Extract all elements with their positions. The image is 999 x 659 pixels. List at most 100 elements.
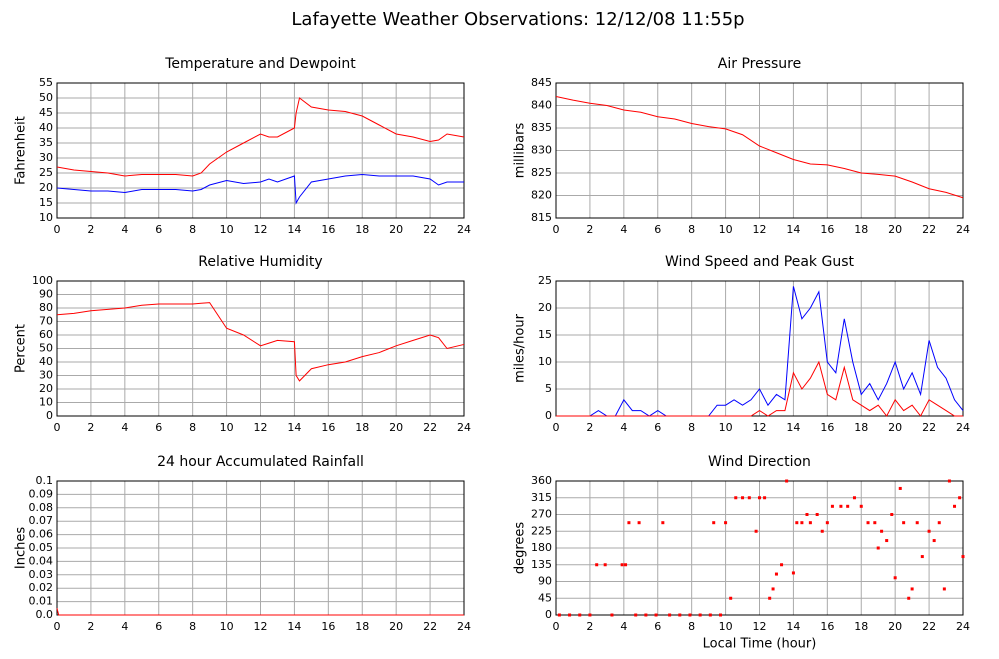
- data-point: [947, 479, 951, 483]
- data-point: [747, 496, 751, 500]
- x-tick-label: 24: [956, 620, 970, 633]
- data-point: [708, 613, 712, 617]
- data-point: [825, 521, 829, 525]
- data-point: [942, 587, 946, 591]
- y-tick-label: 20: [39, 181, 53, 194]
- data-point: [839, 504, 843, 508]
- x-tick-label: 22: [922, 421, 936, 434]
- y-tick-label: 0: [46, 409, 53, 422]
- y-tick-label: 20: [538, 301, 552, 314]
- x-tick-label: 22: [423, 620, 437, 633]
- data-line: [556, 286, 964, 417]
- y-tick-label: 50: [39, 91, 53, 104]
- x-tick-label: 16: [820, 421, 834, 434]
- x-tick-label: 12: [753, 421, 767, 434]
- y-tick-label: 820: [531, 189, 552, 202]
- data-point: [890, 513, 894, 516]
- x-tick-label: 18: [854, 223, 868, 236]
- page-title: Lafayette Weather Observations: 12/12/08…: [291, 9, 744, 30]
- x-tick-label: 6: [155, 223, 162, 236]
- x-tick-label: 6: [654, 421, 661, 434]
- x-tick-label: 12: [254, 620, 268, 633]
- x-tick-label: 8: [688, 421, 695, 434]
- x-tick-label: 22: [922, 620, 936, 633]
- x-tick-label: 10: [719, 620, 733, 633]
- x-tick-label: 0: [553, 223, 560, 236]
- chart-title: Air Pressure: [718, 56, 801, 72]
- data-point: [729, 596, 733, 600]
- data-point: [932, 539, 936, 543]
- data-point: [718, 613, 722, 617]
- data-point: [961, 555, 965, 559]
- y-tick-label: 70: [39, 315, 53, 328]
- x-tick-label: 20: [888, 421, 902, 434]
- y-tick-label: 100: [32, 274, 53, 287]
- x-tick-label: 24: [457, 421, 471, 434]
- x-tick-label: 18: [355, 223, 369, 236]
- y-tick-label: 0.07: [29, 514, 54, 527]
- data-point: [910, 587, 914, 591]
- data-point: [624, 563, 628, 567]
- x-tick-label: 2: [87, 620, 94, 633]
- plot-frame: [56, 280, 465, 417]
- data-point: [907, 596, 911, 600]
- data-point: [595, 563, 599, 567]
- x-tick-label: 4: [121, 223, 128, 236]
- y-tick-label: 10: [39, 396, 53, 409]
- chart-title: Temperature and Dewpoint: [164, 56, 356, 72]
- data-point: [852, 496, 856, 500]
- x-axis-label: Local Time (hour): [703, 637, 817, 652]
- data-point: [668, 613, 672, 617]
- y-tick-label: 840: [531, 99, 552, 112]
- y-tick-label: 90: [538, 575, 552, 588]
- y-axis-label: degrees: [513, 522, 528, 575]
- chart-title: Wind Speed and Peak Gust: [665, 254, 854, 270]
- data-point: [774, 572, 778, 576]
- y-tick-label: 10: [538, 355, 552, 368]
- plot-frame: [56, 82, 465, 219]
- x-tick-label: 8: [189, 620, 196, 633]
- x-tick-label: 10: [220, 223, 234, 236]
- x-tick-label: 20: [888, 223, 902, 236]
- y-axis-label: Inches: [14, 527, 29, 569]
- x-tick-label: 22: [423, 421, 437, 434]
- data-point: [603, 563, 607, 567]
- x-tick-label: 14: [287, 223, 301, 236]
- y-tick-label: 815: [531, 211, 552, 224]
- x-tick-label: 4: [121, 620, 128, 633]
- data-point: [620, 563, 624, 567]
- x-tick-label: 22: [922, 223, 936, 236]
- x-tick-label: 20: [389, 421, 403, 434]
- x-tick-label: 12: [753, 223, 767, 236]
- data-point: [805, 513, 809, 516]
- data-line: [556, 360, 963, 417]
- x-tick-label: 20: [389, 223, 403, 236]
- data-point: [880, 529, 884, 533]
- data-point: [734, 496, 738, 500]
- y-axis-label: Percent: [14, 324, 29, 373]
- data-point: [785, 479, 789, 483]
- chart-title: 24 hour Accumulated Rainfall: [157, 454, 364, 470]
- x-tick-label: 8: [688, 620, 695, 633]
- y-tick-label: 80: [39, 301, 53, 314]
- data-point: [588, 613, 592, 617]
- y-tick-label: 60: [39, 328, 53, 341]
- y-tick-label: 20: [39, 382, 53, 395]
- data-line: [56, 302, 465, 382]
- data-point: [859, 504, 863, 508]
- data-point: [754, 529, 758, 533]
- y-tick-label: 40: [39, 355, 53, 368]
- data-point: [873, 521, 877, 525]
- y-tick-label: 0.05: [29, 541, 54, 554]
- data-point: [808, 521, 812, 525]
- x-tick-label: 16: [321, 421, 335, 434]
- x-tick-label: 0: [54, 223, 61, 236]
- y-tick-label: 10: [39, 211, 53, 224]
- x-tick-label: 12: [753, 620, 767, 633]
- y-tick-label: 845: [531, 76, 552, 89]
- x-tick-label: 2: [586, 223, 593, 236]
- x-tick-label: 4: [620, 223, 627, 236]
- x-tick-label: 10: [719, 223, 733, 236]
- data-point: [915, 521, 919, 525]
- data-point: [661, 521, 665, 525]
